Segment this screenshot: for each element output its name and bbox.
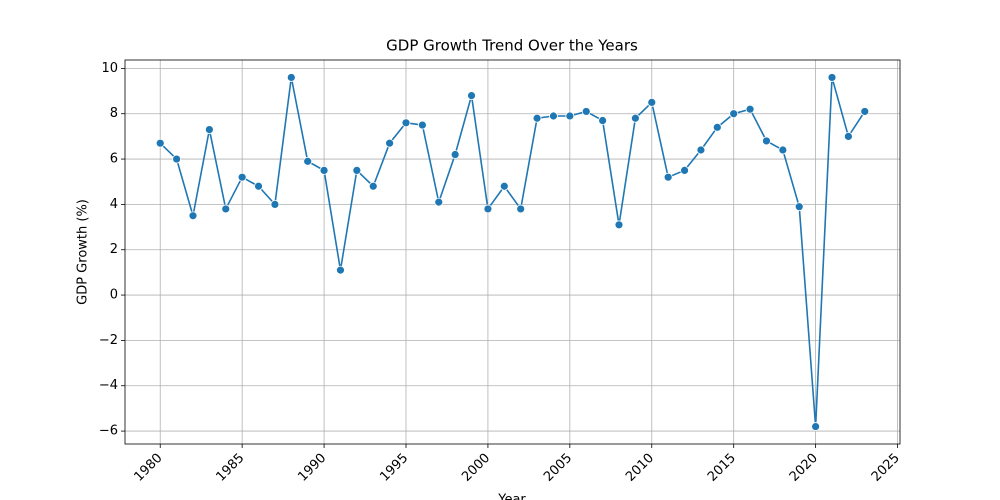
data-point bbox=[401, 118, 411, 128]
y-tick-label: 10 bbox=[101, 61, 118, 76]
data-point bbox=[630, 113, 640, 123]
y-tick-label: 0 bbox=[110, 288, 118, 303]
x-tick-label: 2015 bbox=[705, 451, 739, 485]
x-tick-label: 2005 bbox=[541, 451, 575, 485]
data-line bbox=[159, 77, 866, 427]
data-point bbox=[614, 220, 624, 230]
y-tick-label: 8 bbox=[110, 106, 118, 121]
x-tick-label: 1995 bbox=[377, 451, 411, 485]
x-tick-label: 2010 bbox=[623, 451, 657, 485]
data-point bbox=[696, 145, 706, 155]
x-tick-label: 2000 bbox=[459, 451, 493, 485]
data-point bbox=[499, 181, 509, 191]
y-tick-label: 6 bbox=[110, 152, 118, 167]
data-point bbox=[729, 109, 739, 119]
data-point bbox=[581, 107, 591, 116]
data-point bbox=[417, 120, 427, 130]
data-point bbox=[647, 97, 657, 107]
data-point bbox=[336, 265, 345, 275]
data-point bbox=[680, 165, 689, 175]
data-point bbox=[467, 91, 476, 100]
data-point bbox=[516, 204, 526, 214]
y-axis-label: GDP Growth (%) bbox=[76, 199, 91, 305]
data-point bbox=[663, 172, 673, 182]
data-point bbox=[155, 138, 165, 148]
data-point bbox=[319, 165, 329, 175]
data-point bbox=[598, 116, 608, 125]
plot-frame bbox=[124, 59, 901, 445]
y-tick-label: −2 bbox=[99, 333, 118, 348]
x-tick-label: 1985 bbox=[213, 451, 247, 485]
data-point bbox=[352, 165, 362, 175]
chart-title: GDP Growth Trend Over the Years bbox=[386, 37, 638, 55]
x-axis-label: Year bbox=[497, 493, 526, 500]
data-point bbox=[450, 150, 460, 159]
data-point bbox=[745, 104, 755, 114]
data-point bbox=[237, 172, 247, 182]
x-tick-label: 2020 bbox=[787, 451, 821, 485]
data-point bbox=[188, 211, 198, 221]
data-point bbox=[434, 197, 444, 207]
data-point bbox=[221, 204, 231, 214]
y-tick-label: −6 bbox=[99, 424, 118, 439]
data-point bbox=[549, 111, 558, 121]
data-point bbox=[303, 156, 313, 166]
x-tick-label: 1980 bbox=[132, 451, 166, 485]
y-tick-label: −4 bbox=[99, 378, 118, 393]
data-point bbox=[794, 202, 804, 212]
x-tick-label: 1990 bbox=[295, 451, 329, 485]
data-point bbox=[565, 111, 575, 121]
data-point bbox=[712, 122, 722, 132]
data-point bbox=[778, 145, 788, 155]
x-tick-label: 2025 bbox=[869, 451, 903, 485]
data-point bbox=[762, 136, 771, 146]
data-point bbox=[286, 73, 296, 82]
data-point bbox=[811, 422, 821, 431]
data-point bbox=[368, 181, 378, 191]
data-point bbox=[843, 131, 853, 141]
data-point bbox=[827, 73, 837, 82]
data-point bbox=[860, 107, 870, 116]
data-point bbox=[483, 204, 493, 214]
data-point bbox=[532, 113, 542, 123]
data-point bbox=[385, 138, 395, 148]
data-point bbox=[254, 181, 263, 191]
y-tick-label: 2 bbox=[110, 242, 118, 257]
data-point bbox=[172, 154, 182, 164]
data-point bbox=[204, 125, 214, 134]
data-point bbox=[270, 199, 280, 209]
y-tick-label: 4 bbox=[110, 197, 118, 212]
